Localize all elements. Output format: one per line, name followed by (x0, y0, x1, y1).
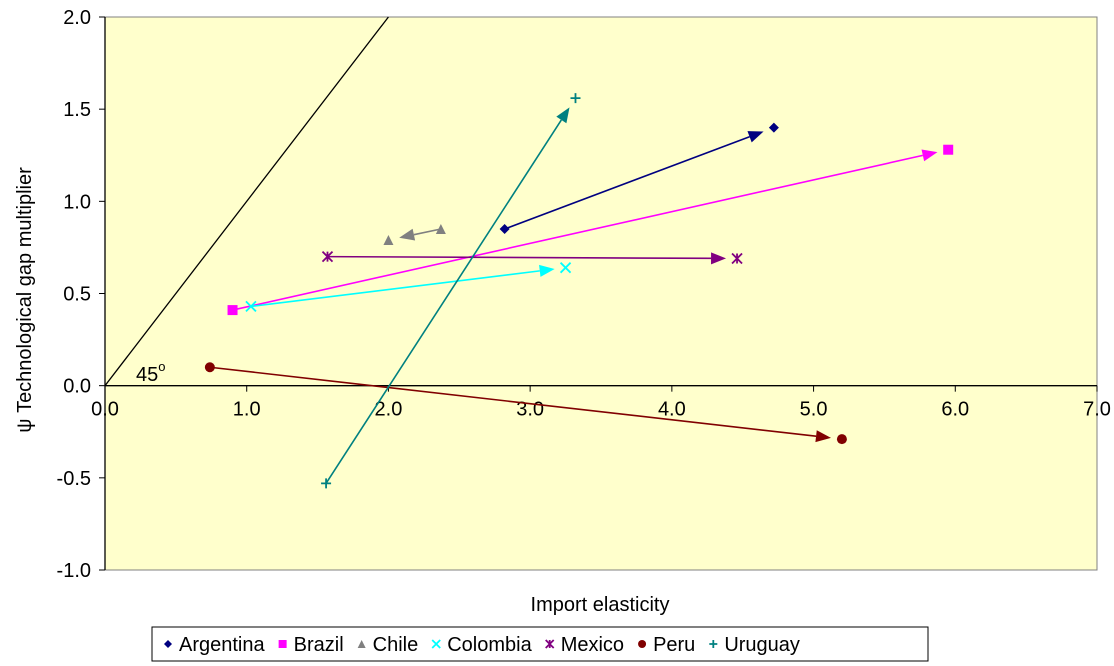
series-argentina (499, 122, 779, 234)
y-tick-label: 1.5 (63, 99, 91, 121)
series-brazil (227, 144, 954, 316)
x-tick-label: 0.0 (91, 399, 119, 421)
legend-label-uruguay: Uruguay (724, 634, 800, 656)
point-chile (383, 235, 394, 246)
x-tick-label: 7.0 (1083, 399, 1111, 421)
legend-label-colombia: Colombia (447, 634, 532, 656)
legend-marker-argentina (164, 640, 172, 648)
point-peru (204, 362, 215, 373)
ref-line-label: 45o (136, 359, 165, 386)
legend-marker-colombia (431, 639, 441, 649)
point-colombia (559, 262, 572, 274)
legend-marker-mexico (545, 639, 555, 649)
series-colombia (245, 262, 572, 313)
legend-marker-chile (357, 640, 366, 648)
y-axis-title: ψ Technological gap multiplier (14, 167, 36, 433)
arrowhead-argentina (747, 131, 764, 143)
point-argentina (499, 223, 510, 234)
point-peru (836, 434, 847, 445)
legend-label-peru: Peru (653, 634, 695, 656)
legend-marker-peru (638, 640, 647, 648)
point-argentina (768, 122, 779, 133)
legend-label-chile: Chile (373, 634, 419, 656)
arrow-brazil (232, 154, 924, 311)
series-chile (383, 223, 446, 246)
y-tick-label: -1.0 (57, 560, 91, 582)
legend-marker-brazil (278, 640, 287, 648)
series-mexico (321, 250, 743, 265)
y-tick-label: 0.0 (63, 376, 91, 398)
plot-area (104, 16, 1098, 571)
point-uruguay (570, 93, 581, 104)
legend-label-brazil: Brazil (294, 634, 344, 656)
y-tick-label: 2.0 (63, 7, 91, 29)
arrowhead-mexico (711, 252, 727, 265)
point-uruguay (321, 478, 332, 489)
arrowhead-uruguay (556, 107, 570, 124)
x-tick-label: 6.0 (941, 399, 969, 421)
point-chile (435, 223, 446, 234)
x-tick-label: 5.0 (800, 399, 828, 421)
legend-label-argentina: Argentina (179, 634, 265, 656)
legend-label-mexico: Mexico (561, 634, 624, 656)
point-brazil (227, 305, 238, 316)
arrow-colombia (250, 270, 540, 308)
x-axis-title: Import elasticity (531, 594, 670, 616)
legend-marker-uruguay (709, 640, 718, 648)
y-tick-label: 1.0 (63, 191, 91, 213)
legend: Argentina Brazil Chile Colombia Mexico Peru Ur… (151, 626, 929, 662)
reference-line-45 (104, 16, 389, 387)
point-mexico (321, 250, 334, 263)
arrow-chile (413, 228, 442, 236)
arrow-mexico (327, 255, 712, 260)
arrow-peru (209, 366, 817, 437)
series-group (204, 93, 954, 489)
reference-line-group (104, 16, 389, 387)
point-brazil (943, 144, 954, 155)
x-tick-label: 1.0 (233, 399, 261, 421)
arrowhead-peru (815, 430, 831, 443)
series-uruguay (321, 93, 581, 489)
point-mexico (731, 252, 743, 265)
x-tick-label: 4.0 (658, 399, 686, 421)
y-tick-label: 0.5 (63, 284, 91, 306)
arrow-argentina (504, 136, 750, 230)
arrow-uruguay (325, 119, 563, 484)
arrowhead-chile (399, 228, 416, 241)
arrowhead-brazil (921, 149, 938, 162)
arrowhead-colombia (539, 264, 555, 277)
y-tick-label: -0.5 (57, 468, 91, 490)
x-tick-label: 2.0 (375, 399, 403, 421)
legend-box (151, 626, 929, 662)
point-colombia (245, 300, 257, 313)
axes: 0.0 1.0 2.0 3.0 4.0 5.0 6.0 7.0-1.0-0.50.00.51.… (57, 7, 1111, 582)
series-peru (204, 362, 847, 445)
